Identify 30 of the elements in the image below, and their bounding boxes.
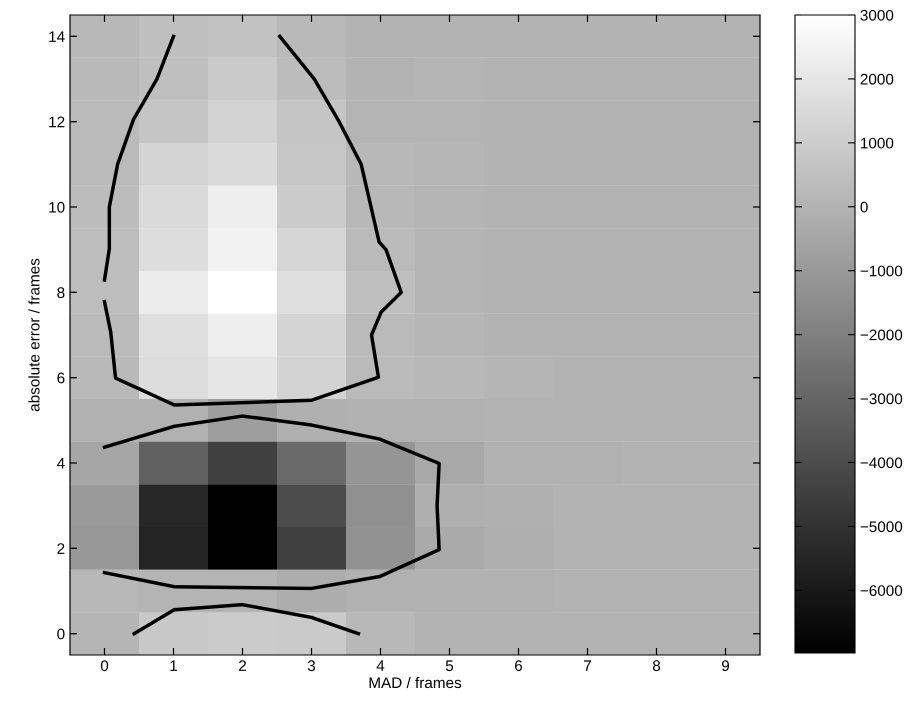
color-bar-label: −1000 <box>860 266 902 276</box>
y-tick-label: 6 <box>57 372 64 384</box>
color-bar-label: −2000 <box>860 330 902 340</box>
color-bar-label: 0 <box>860 202 868 212</box>
x-tick-label: 5 <box>446 660 454 672</box>
color-bar-label: 3000 <box>860 10 894 21</box>
x-tick-label: 0 <box>100 660 108 672</box>
x-tick-label: 2 <box>239 660 246 671</box>
y-tick-label: 14 <box>49 31 65 42</box>
y-tick-label: 10 <box>49 202 65 213</box>
y-tick-label: 0 <box>57 628 65 640</box>
x-tick-label: 9 <box>722 660 730 672</box>
x-axis-title: MAD / frames <box>370 676 462 688</box>
color-bar-label: −6000 <box>860 585 902 596</box>
y-tick-label: 8 <box>57 287 64 298</box>
y-tick-label: 2 <box>57 543 64 554</box>
x-tick-label: 1 <box>170 660 178 671</box>
x-tick-label: 6 <box>515 660 522 672</box>
y-axis-title: absolute error / frames <box>28 258 40 412</box>
color-bar-label: −5000 <box>860 521 902 532</box>
color-bar-label: 1000 <box>861 138 894 149</box>
x-tick-label: 3 <box>308 660 316 672</box>
x-tick-label: 4 <box>376 660 384 671</box>
color-bar-label: −4000 <box>860 457 902 468</box>
y-tick-label: 12 <box>49 116 64 128</box>
color-bar-label: 2000 <box>860 74 894 85</box>
color-bar-label: −3000 <box>860 393 902 404</box>
y-tick-label: 4 <box>56 458 65 469</box>
x-tick-label: 8 <box>652 660 660 672</box>
x-tick-label: 7 <box>584 660 591 671</box>
